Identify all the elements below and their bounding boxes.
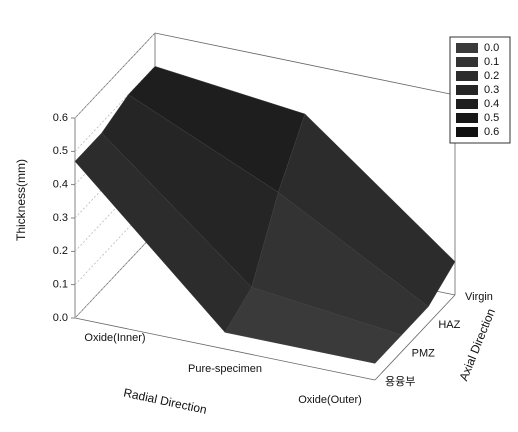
z-tick-label: 0.2 xyxy=(53,245,68,257)
z-tick-label: 0.3 xyxy=(53,212,68,224)
legend-swatch xyxy=(456,43,478,53)
x-tick-label: Oxide(Inner) xyxy=(84,332,145,344)
legend-label: 0.6 xyxy=(484,126,499,138)
x-tick-label: Pure-specimen xyxy=(188,363,262,375)
y-tick-label: 용융부 xyxy=(385,375,415,388)
legend-label: 0.1 xyxy=(484,56,499,68)
legend-swatch xyxy=(456,113,478,123)
legend-label: 0.4 xyxy=(484,98,499,110)
legend-swatch xyxy=(456,71,478,81)
z-tick-label: 0.0 xyxy=(53,312,68,324)
y-axis-label: Axial Direction xyxy=(456,307,498,383)
frame-line xyxy=(374,294,456,381)
z-tick-label: 0.1 xyxy=(53,279,68,291)
grid-line xyxy=(74,32,156,119)
x-axis-label: Radial Direction xyxy=(122,386,208,417)
legend-swatch xyxy=(456,85,478,95)
legend-label: 0.2 xyxy=(484,70,499,82)
x-tick-label: Oxide(Outer) xyxy=(298,394,362,406)
frame-line xyxy=(154,32,456,96)
frame-line xyxy=(74,317,376,381)
legend-label: 0.3 xyxy=(484,84,499,96)
legend-swatch xyxy=(456,99,478,109)
z-tick-label: 0.4 xyxy=(53,179,68,191)
z-tick-label: 0.5 xyxy=(53,145,68,157)
grid-line xyxy=(74,232,156,319)
legend-label: 0.5 xyxy=(484,112,499,124)
z-tick-label: 0.6 xyxy=(53,112,68,124)
z-axis-label: Thickness(mm) xyxy=(14,159,28,241)
y-tick-label: PMZ xyxy=(412,348,436,360)
y-tick-label: HAZ xyxy=(438,319,460,331)
legend-swatch xyxy=(456,57,478,67)
legend-label: 0.0 xyxy=(484,42,499,54)
y-tick-label: Virgin xyxy=(465,291,493,303)
legend-swatch xyxy=(456,127,478,137)
surface-patch xyxy=(224,287,403,364)
